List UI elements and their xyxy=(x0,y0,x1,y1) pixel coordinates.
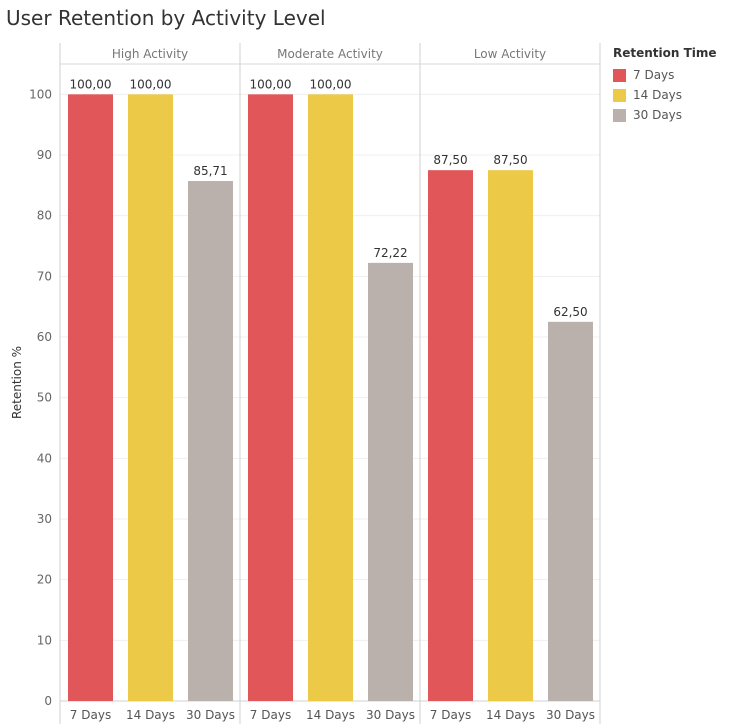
legend-swatch xyxy=(613,88,626,102)
y-tick-label: 10 xyxy=(37,633,52,647)
legend: Retention Time 7 Days 14 Days 30 Days xyxy=(613,46,743,125)
legend-item: 7 Days xyxy=(613,65,743,85)
data-label: 72,22 xyxy=(373,246,407,260)
data-label: 100,00 xyxy=(70,77,112,91)
bar xyxy=(68,94,113,702)
legend-label: 7 Days xyxy=(633,68,675,82)
legend-items: 7 Days 14 Days 30 Days xyxy=(613,65,743,125)
legend-item: 14 Days xyxy=(613,85,743,105)
y-tick-label: 30 xyxy=(37,512,52,526)
x-tick-label: 30 Days xyxy=(366,708,415,722)
x-tick-label: 14 Days xyxy=(126,708,175,722)
x-tick-label: 30 Days xyxy=(546,708,595,722)
legend-swatch xyxy=(613,108,626,122)
legend-label: 14 Days xyxy=(633,88,683,102)
bar xyxy=(248,94,293,702)
data-label: 85,71 xyxy=(193,164,227,178)
bar xyxy=(548,321,593,701)
panel-header: High Activity xyxy=(112,47,188,61)
x-tick-label: 7 Days xyxy=(430,708,471,722)
y-axis-label: Retention % xyxy=(10,346,24,419)
y-tick-label: 70 xyxy=(37,269,52,283)
legend-swatch xyxy=(613,68,626,82)
data-label: 87,50 xyxy=(493,153,527,167)
y-tick-label: 20 xyxy=(37,573,52,587)
y-tick-label: 90 xyxy=(37,148,52,162)
data-label: 100,00 xyxy=(310,77,352,91)
bar xyxy=(128,94,173,702)
legend-label: 30 Days xyxy=(633,108,683,122)
panel-header: Low Activity xyxy=(474,47,546,61)
bar xyxy=(488,170,533,701)
legend-item: 30 Days xyxy=(613,105,743,125)
legend-title: Retention Time xyxy=(613,46,717,60)
x-tick-label: 14 Days xyxy=(306,708,355,722)
chart-title: User Retention by Activity Level xyxy=(6,6,326,30)
bar xyxy=(308,94,353,702)
data-label: 100,00 xyxy=(250,77,292,91)
y-tick-label: 50 xyxy=(37,391,52,405)
y-tick-label: 80 xyxy=(37,209,52,223)
bar xyxy=(428,170,473,701)
data-label: 87,50 xyxy=(433,153,467,167)
bar xyxy=(368,262,413,701)
x-tick-label: 30 Days xyxy=(186,708,235,722)
y-tick-label: 0 xyxy=(44,694,52,708)
x-tick-label: 7 Days xyxy=(70,708,111,722)
y-tick-label: 40 xyxy=(37,451,52,465)
data-label: 100,00 xyxy=(130,77,172,91)
bar xyxy=(188,181,233,701)
x-tick-label: 7 Days xyxy=(250,708,291,722)
y-tick-label: 60 xyxy=(37,330,52,344)
panel-header: Moderate Activity xyxy=(277,47,383,61)
data-label: 62,50 xyxy=(553,305,587,319)
x-tick-label: 14 Days xyxy=(486,708,535,722)
y-tick-label: 100 xyxy=(29,87,52,101)
